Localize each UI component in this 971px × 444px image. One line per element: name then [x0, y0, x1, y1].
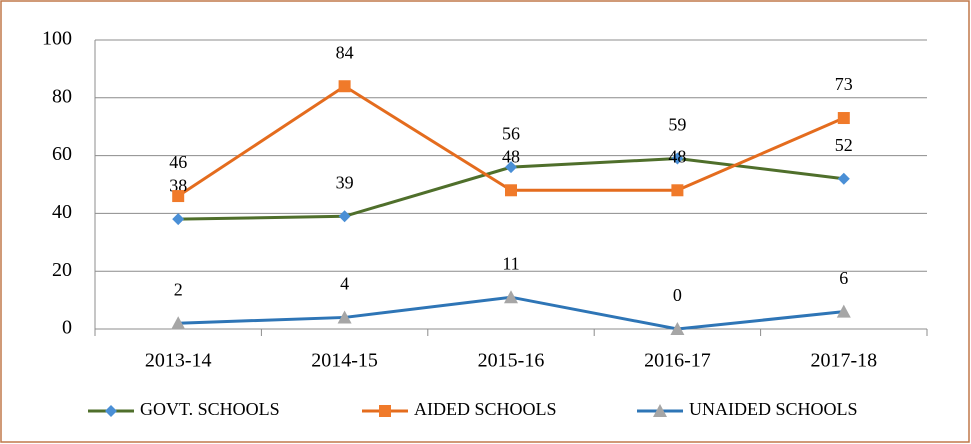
data-label: 46: [169, 152, 187, 172]
data-label: 48: [502, 146, 520, 166]
legend-label: GOVT. SCHOOLS: [140, 399, 280, 419]
data-point: [671, 184, 684, 197]
data-label: 11: [502, 253, 519, 273]
legend-marker: [653, 404, 667, 417]
data-point: [836, 304, 851, 318]
data-point: [338, 80, 351, 93]
data-point: [504, 290, 518, 304]
data-label: 52: [835, 135, 853, 155]
y-tick-label: 80: [52, 85, 72, 107]
data-label: 4: [340, 274, 349, 294]
legend-label: UNAIDED SCHOOLS: [689, 399, 858, 419]
data-point: [171, 316, 186, 330]
y-tick-label: 60: [52, 143, 72, 165]
y-tick-label: 0: [62, 317, 72, 339]
data-point: [837, 112, 850, 125]
data-label: 84: [336, 42, 354, 62]
data-label: 2: [174, 279, 183, 299]
x-tick-label: 2013-14: [145, 350, 212, 372]
x-tick-label: 2014-15: [311, 350, 378, 372]
data-label: 39: [336, 172, 354, 192]
data-label: 56: [502, 123, 520, 143]
data-label: 73: [835, 74, 853, 94]
data-point: [172, 213, 185, 226]
data-label: 6: [839, 268, 848, 288]
data-point: [172, 190, 185, 203]
data-point: [505, 161, 517, 174]
x-tick-label: 2015-16: [478, 350, 545, 372]
data-label: 0: [673, 285, 682, 305]
y-tick-label: 100: [42, 28, 72, 50]
data-point: [670, 322, 685, 335]
data-point: [337, 310, 352, 324]
y-tick-label: 40: [52, 201, 72, 223]
legend-marker: [105, 405, 117, 417]
y-tick-label: 20: [52, 259, 72, 281]
x-tick-label: 2017-18: [810, 350, 877, 372]
data-point: [338, 210, 351, 223]
data-point: [837, 172, 850, 185]
data-label: 48: [668, 146, 686, 166]
data-point: [505, 184, 517, 197]
legend-label: AIDED SCHOOLS: [414, 399, 557, 419]
data-point: [671, 152, 684, 165]
data-label: 59: [668, 115, 686, 135]
legend-marker: [379, 405, 391, 417]
x-tick-label: 2016-17: [644, 350, 711, 372]
